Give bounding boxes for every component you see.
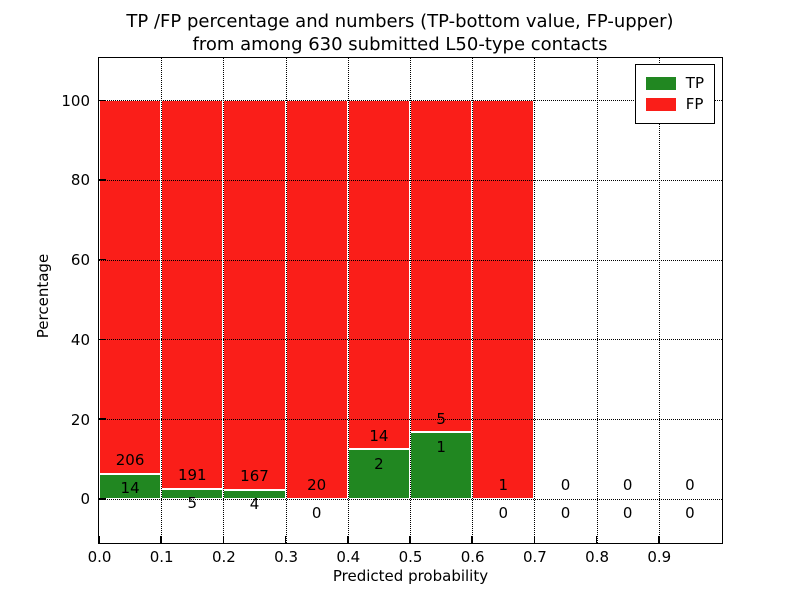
fp-count-label-8: 0 [622, 476, 633, 495]
fp-count-label-0: 206 [115, 451, 145, 470]
gridline-x-0.2 [223, 58, 225, 543]
gridline-x-0.9 [658, 58, 660, 543]
ytick-label-40: 40 [70, 330, 90, 349]
xtick-mark-0.3 [284, 536, 287, 543]
bar-tp-5 [410, 432, 473, 499]
tp-count-label-6: 0 [498, 504, 509, 523]
fp-count-label-2: 167 [240, 467, 269, 486]
gridline-x-0.1 [161, 58, 163, 543]
xtick-label-0.0: 0.0 [87, 548, 112, 566]
legend: TP FP [634, 64, 715, 124]
gridline-x-0.5 [410, 58, 411, 543]
tp-count-label-5: 1 [436, 437, 446, 456]
tp-count-label-3: 0 [311, 504, 322, 523]
ytick-label-100: 100 [61, 91, 90, 110]
tp-count-label-7: 0 [560, 504, 571, 523]
xtick-label-0.7: 0.7 [522, 548, 547, 566]
xtick-mark-0.4 [347, 536, 349, 543]
ytick-label-20: 20 [70, 410, 90, 429]
ytick-label-60: 60 [70, 251, 90, 270]
ytick-label-0: 0 [80, 490, 90, 509]
xtick-label-0.3: 0.3 [274, 548, 299, 566]
ytick-mark-20 [99, 418, 106, 420]
xtick-label-0.6: 0.6 [460, 548, 485, 566]
tp-count-label-9: 0 [685, 504, 695, 523]
xtick-mark-0.1 [160, 536, 162, 543]
fp-count-label-9: 0 [685, 476, 695, 495]
ytick-mark-100 [99, 99, 106, 101]
xtick-mark-0.8 [595, 536, 598, 543]
fp-count-label-5: 5 [436, 409, 446, 428]
xtick-label-0.9: 0.9 [647, 548, 672, 566]
gridline-x-0.8 [596, 58, 598, 543]
xtick-label-0.2: 0.2 [211, 548, 236, 566]
fp-swatch-icon [645, 98, 676, 111]
xtick-mark-0 [98, 536, 100, 543]
ytick-mark-60 [99, 258, 106, 261]
bar-tp-0 [99, 473, 162, 499]
xtick-mark-0.9 [658, 536, 660, 543]
chart-title: TP /FP percentage and numbers (TP-bottom… [0, 10, 800, 56]
xtick-label-0.5: 0.5 [398, 548, 423, 566]
y-axis-title: Percentage [34, 253, 52, 339]
legend-item-fp: FP [645, 95, 704, 113]
gridline-x-0.6 [472, 58, 474, 543]
xtick-mark-0.6 [471, 536, 473, 543]
xtick-mark-0.2 [222, 536, 225, 543]
xtick-label-0.8: 0.8 [585, 548, 610, 566]
fp-count-label-7: 0 [560, 476, 571, 495]
fp-count-label-6: 1 [498, 476, 509, 495]
tp-swatch-icon [645, 77, 676, 90]
bar-fp-2 [223, 100, 286, 490]
xtick-label-0.4: 0.4 [336, 548, 361, 566]
tp-count-label-4: 2 [374, 454, 384, 473]
bar-fp-4 [347, 100, 410, 450]
legend-label-fp: FP [685, 95, 704, 113]
fp-count-label-4: 14 [369, 426, 389, 445]
fp-count-label-3: 20 [307, 476, 327, 495]
ytick-mark-80 [99, 179, 106, 181]
legend-label-tp: TP [685, 74, 704, 92]
tp-count-label-8: 0 [622, 504, 633, 523]
chart-title-line2: from among 630 submitted L50-type contac… [192, 34, 608, 55]
xtick-mark-0.7 [533, 536, 536, 543]
bar-fp-1 [161, 100, 224, 489]
tp-count-label-1: 5 [187, 494, 198, 513]
tp-count-label-0: 14 [120, 479, 140, 498]
xtick-label-0.1: 0.1 [149, 548, 174, 566]
gridline-x-0.3 [285, 58, 287, 543]
ytick-mark-0 [99, 498, 106, 500]
ytick-mark-40 [99, 338, 106, 341]
bar-fp-5 [410, 100, 473, 433]
legend-item-tp: TP [645, 74, 704, 92]
xtick-mark-0.5 [409, 536, 411, 543]
bar-fp-3 [285, 100, 348, 499]
gridline-x-0.4 [347, 58, 349, 543]
bar-fp-6 [472, 100, 535, 499]
plot-area: 206 14 191 5 167 4 20 0 14 2 5 1 1 0 0 0 0 0 0 0 TP FP [98, 57, 723, 544]
ytick-label-80: 80 [70, 171, 90, 190]
x-axis-title: Predicted probability [332, 567, 489, 585]
tp-count-label-2: 4 [249, 495, 260, 514]
gridline-x-0.7 [534, 58, 536, 543]
fp-count-label-1: 191 [177, 466, 207, 485]
chart-title-line1: TP /FP percentage and numbers (TP-bottom… [126, 11, 674, 32]
bar-fp-0 [99, 100, 162, 474]
